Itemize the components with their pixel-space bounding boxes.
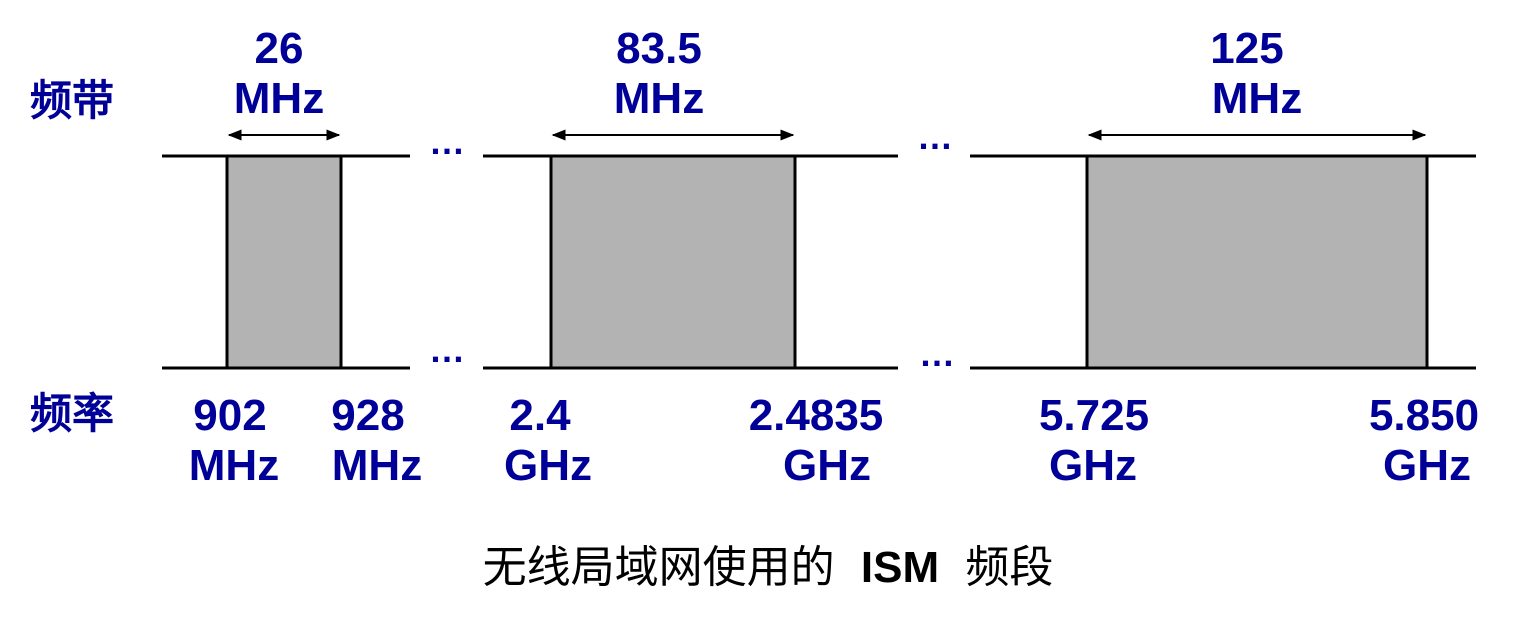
frequency-row-label: 频率 [30, 390, 114, 437]
low-frequency-unit: GHz [1049, 441, 1137, 490]
band-rect [549, 154, 797, 370]
high-frequency-unit: GHz [783, 441, 871, 490]
band-2.4-2.4835: 83.5 MHz 2.4 GHz 2.4835 GHz [504, 24, 883, 490]
band-width-value: 26 [255, 24, 304, 73]
high-frequency-unit: MHz [332, 441, 422, 490]
low-frequency-value: 902 [193, 391, 266, 440]
high-frequency-value: 928 [331, 391, 404, 440]
low-frequency-unit: MHz [189, 441, 279, 490]
ellipsis-top-2: … [917, 116, 953, 157]
band-row-label: 频带 [30, 77, 114, 124]
high-frequency-value: 2.4835 [749, 391, 884, 440]
band-5.725-5.850: 125 MHz 5.725 GHz 5.850 GHz [1039, 24, 1479, 490]
caption-part-1: 无线局域网使用的 [483, 542, 835, 593]
ellipsis-bottom-2: … [919, 333, 955, 374]
band-width-unit: MHz [1212, 74, 1302, 123]
band-rect [225, 154, 343, 370]
ellipsis-bottom-1: … [429, 329, 465, 370]
caption: 无线局域网使用的 ISM 频段 [483, 542, 1054, 593]
ellipsis-top-1: … [429, 121, 465, 162]
band-width-unit: MHz [614, 74, 704, 123]
low-frequency-value: 5.725 [1039, 391, 1149, 440]
band-width-value: 83.5 [616, 24, 702, 73]
high-frequency-value: 5.850 [1369, 391, 1479, 440]
high-frequency-unit: GHz [1383, 441, 1471, 490]
caption-part-3: 频段 [965, 542, 1053, 593]
band-width-unit: MHz [234, 74, 324, 123]
low-frequency-unit: GHz [504, 441, 592, 490]
band-rect [1085, 154, 1429, 370]
low-frequency-value: 2.4 [509, 391, 571, 440]
band-width-value: 125 [1210, 24, 1283, 73]
caption-part-2: ISM [861, 543, 939, 592]
band-902-928: 26 MHz 902 MHz 928 MHz [189, 24, 422, 490]
